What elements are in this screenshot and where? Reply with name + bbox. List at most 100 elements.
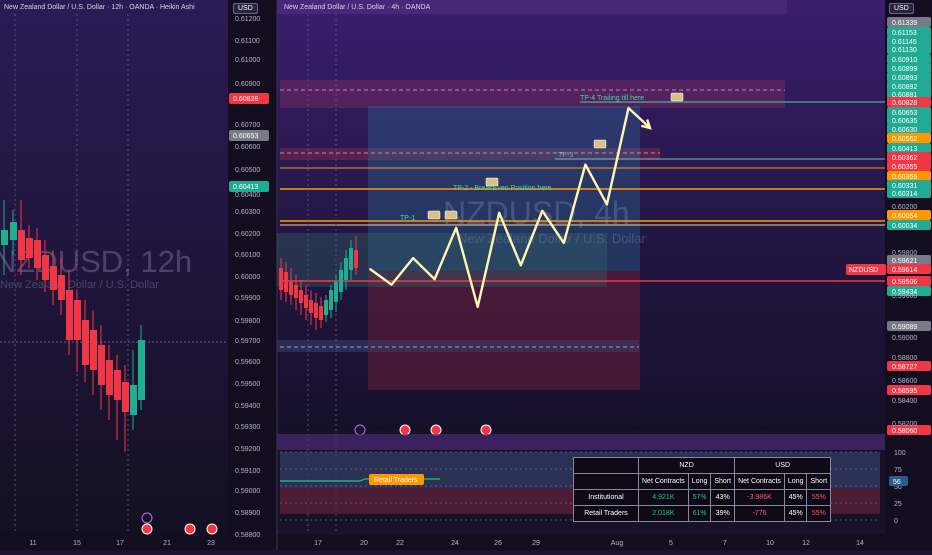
candle-body bbox=[339, 270, 343, 292]
right-price-tag bbox=[887, 143, 931, 153]
left-date-label: 21 bbox=[163, 540, 171, 547]
event-marker bbox=[399, 424, 411, 436]
right-price-tag bbox=[887, 54, 931, 64]
left-price-label: 0.59800 bbox=[235, 318, 260, 325]
right-price-tag bbox=[887, 255, 931, 265]
right-date-label: 17 bbox=[314, 540, 322, 547]
right-price-tag bbox=[887, 115, 931, 125]
right-price-tag-label: 0.60892 bbox=[892, 84, 917, 91]
right-price-tag-label: 0.61145 bbox=[892, 39, 917, 46]
candle-body bbox=[279, 268, 283, 290]
right-price-tag bbox=[887, 36, 931, 46]
candle-body bbox=[106, 360, 113, 395]
right-watermark-subtitle: New Zealand Dollar / U.S. Dollar bbox=[458, 231, 647, 246]
right-price-tag bbox=[887, 276, 931, 286]
event-marker bbox=[206, 523, 218, 535]
left-price-label: 0.60000 bbox=[235, 274, 260, 281]
right-currency-button[interactable]: USD bbox=[889, 3, 914, 14]
right-price-tag-label: 0.60413 bbox=[892, 146, 917, 153]
left-date-label: 11 bbox=[29, 540, 36, 547]
right-price-tag bbox=[887, 152, 931, 162]
projection-point bbox=[412, 257, 414, 260]
right-price-tag bbox=[887, 133, 931, 143]
cot-cell: 2.018K bbox=[638, 505, 689, 522]
right-price-tag-label: 0.60893 bbox=[892, 75, 917, 82]
right-date-label: 22 bbox=[396, 540, 404, 547]
candle-body bbox=[122, 382, 129, 412]
candle-body bbox=[26, 238, 33, 258]
right-date-label: 14 bbox=[856, 540, 864, 547]
symbol-tag-label: NZDUSD bbox=[849, 267, 878, 274]
right-price-label: 0.59600 bbox=[892, 293, 917, 300]
left-price-label: 0.60100 bbox=[235, 252, 260, 259]
supply-zone-small bbox=[280, 148, 660, 160]
right-price-tag-label: 0.59614 bbox=[892, 267, 917, 274]
right-price-tag bbox=[887, 97, 931, 107]
cot-row-institutional: Institutional 4.921K 57% 43% -3.986K 45%… bbox=[573, 489, 832, 506]
right-price-tag bbox=[887, 361, 931, 371]
left-price-label: 0.59500 bbox=[235, 381, 260, 388]
left-watermark-subtitle: New Zealand Dollar / U.S. Dollar bbox=[0, 279, 159, 291]
left-currency-button[interactable]: USD bbox=[233, 3, 258, 14]
left-price-tag-label: 0.60828 bbox=[233, 96, 258, 103]
left-price-label: 0.59700 bbox=[235, 338, 260, 345]
left-price-label: 0.60600 bbox=[235, 144, 260, 151]
right-price-tag-label: 0.60355 bbox=[892, 174, 917, 181]
left-price-label: 0.60900 bbox=[235, 81, 260, 88]
cot-corner-cell bbox=[573, 457, 639, 474]
trade-annotation: TP-3 bbox=[558, 152, 573, 159]
right-price-label: 0.59000 bbox=[892, 335, 917, 342]
left-price-tag-label: 0.60413 bbox=[233, 184, 258, 191]
right-price-tag-label: 0.60881 bbox=[892, 92, 917, 99]
cot-cell: -3.986K bbox=[734, 489, 785, 506]
left-price-label: 0.59100 bbox=[235, 468, 260, 475]
cot-row-retail: Retail Traders 2.018K 61% 39% -776 45% 5… bbox=[573, 505, 832, 522]
right-price-label: 0.60200 bbox=[892, 204, 917, 211]
candle-body bbox=[344, 258, 348, 280]
cot-col-short: Short bbox=[806, 473, 832, 490]
top-zone bbox=[277, 0, 787, 14]
right-price-tag bbox=[887, 286, 931, 296]
right-price-tag bbox=[887, 425, 931, 435]
candle-body bbox=[314, 303, 318, 318]
right-price-tag bbox=[887, 107, 931, 117]
candle-body bbox=[114, 370, 121, 400]
right-price-tag-label: 0.59506 bbox=[892, 279, 917, 286]
right-chart-background bbox=[277, 0, 885, 430]
candle-body bbox=[50, 266, 57, 290]
note-icon bbox=[485, 177, 499, 187]
osc-label: 75 bbox=[894, 467, 902, 474]
projection-path bbox=[369, 106, 651, 309]
left-price-label: 0.59300 bbox=[235, 424, 260, 431]
osc-top-band bbox=[277, 434, 885, 450]
right-price-tag-label: 0.58727 bbox=[892, 364, 917, 371]
symbol-tag bbox=[846, 264, 886, 275]
event-marker bbox=[184, 523, 196, 535]
projection-point bbox=[606, 203, 608, 206]
osc-label: 0 bbox=[894, 518, 898, 525]
cot-cell: 45% bbox=[783, 505, 808, 522]
left-price-tag bbox=[229, 130, 269, 141]
right-price-tag-label: 0.60314 bbox=[892, 191, 917, 198]
cot-row-label: Retail Traders bbox=[573, 505, 639, 522]
right-price-tag-label: 0.60331 bbox=[892, 183, 917, 190]
projection-point bbox=[562, 241, 565, 244]
candle-body bbox=[90, 330, 97, 370]
candle-body bbox=[304, 295, 308, 308]
right-price-label: 0.58600 bbox=[892, 378, 917, 385]
right-price-tag bbox=[887, 264, 931, 274]
candle-body bbox=[294, 285, 298, 298]
note-icon bbox=[427, 210, 441, 220]
candle-body bbox=[319, 306, 323, 320]
cot-col-long: Long bbox=[687, 473, 712, 490]
note-icon bbox=[444, 210, 458, 220]
osc-value-tag bbox=[889, 476, 908, 486]
candle-body bbox=[66, 290, 73, 340]
right-price-tag bbox=[887, 161, 931, 171]
right-price-label: 0.58800 bbox=[892, 355, 917, 362]
candle-body bbox=[82, 320, 89, 365]
right-price-tag-label: 0.60562 bbox=[892, 136, 917, 143]
projection-point bbox=[541, 209, 544, 212]
right-price-tag bbox=[887, 385, 931, 395]
candle-body bbox=[334, 282, 338, 302]
